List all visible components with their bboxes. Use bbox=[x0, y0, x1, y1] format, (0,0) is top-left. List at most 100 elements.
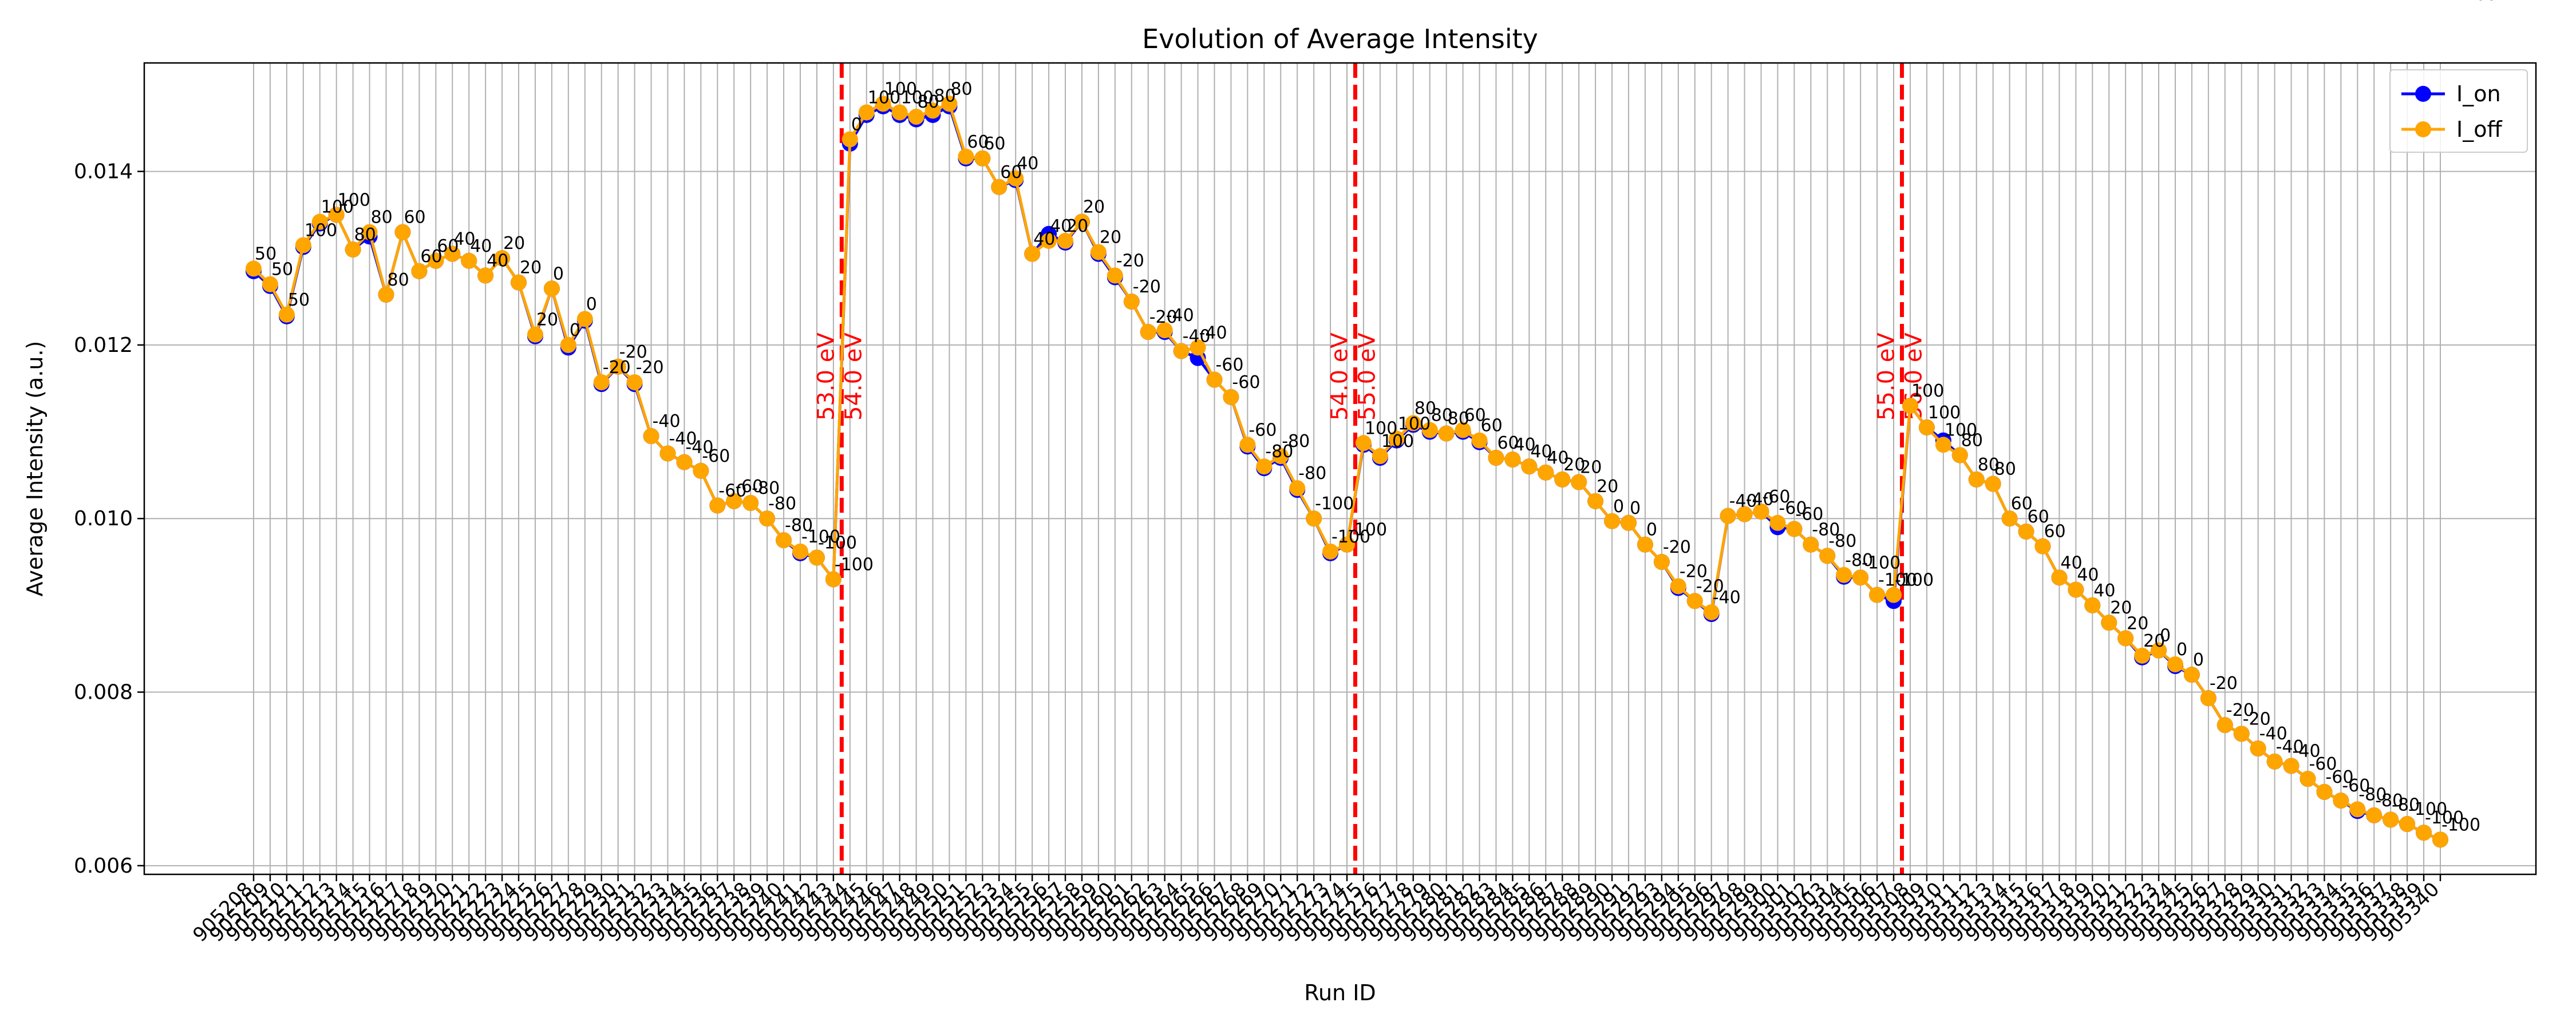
data-point-I_off bbox=[560, 336, 576, 353]
data-label: 0 bbox=[2160, 626, 2171, 646]
data-point-I_off bbox=[891, 104, 908, 121]
data-label: 100 bbox=[1365, 418, 1397, 438]
energy-marker-label: 55.0 eV bbox=[1873, 332, 1899, 421]
data-label: -100 bbox=[1862, 553, 1901, 573]
data-label: 0 bbox=[570, 320, 580, 340]
data-label: -40 bbox=[653, 411, 681, 431]
data-label: -80 bbox=[1845, 550, 1873, 571]
data-label: 100 bbox=[1928, 403, 1961, 423]
data-point-I_off bbox=[2250, 740, 2266, 757]
data-point-I_off bbox=[246, 260, 262, 277]
data-label: 100 bbox=[338, 190, 370, 210]
data-point-I_off bbox=[2084, 597, 2101, 613]
data-point-I_off bbox=[1421, 422, 1438, 438]
data-label: 80 bbox=[1978, 455, 2000, 475]
data-point-I_off bbox=[759, 510, 776, 527]
data-label: -40 bbox=[2293, 741, 2321, 761]
data-point-I_off bbox=[2217, 717, 2233, 734]
data-label: 20 bbox=[1100, 228, 1121, 248]
data-point-I_off bbox=[311, 213, 328, 230]
data-label: -80 bbox=[2358, 785, 2387, 805]
data-point-I_off bbox=[394, 224, 411, 240]
data-label: 100 bbox=[305, 220, 337, 240]
y-tick-label: 0.014 bbox=[74, 160, 133, 184]
data-point-I_off bbox=[2034, 538, 2051, 554]
data-point-I_off bbox=[659, 445, 676, 462]
data-label: 40 bbox=[2060, 553, 2082, 573]
legend: I_on I_off bbox=[2389, 69, 2528, 153]
data-label: -40 bbox=[685, 438, 713, 458]
data-label: -100 bbox=[2425, 808, 2464, 828]
data-label: -60 bbox=[1232, 373, 1260, 393]
data-point-I_off bbox=[858, 104, 875, 121]
data-point-I_off bbox=[792, 543, 808, 560]
data-point-I_off bbox=[2432, 831, 2448, 848]
data-point-I_off bbox=[2117, 630, 2134, 647]
data-point-I_off bbox=[2233, 726, 2250, 742]
data-point-I_off bbox=[1057, 232, 1074, 249]
data-point-I_off bbox=[1239, 437, 1256, 453]
data-point-I_off bbox=[1985, 476, 2001, 492]
data-point-I_off bbox=[2416, 825, 2432, 841]
data-point-I_off bbox=[610, 358, 626, 375]
energy-markers: 53.0 eV 54.0 eV 54.0 eV 55.0 eV 55.0 eV 56.0 … bbox=[813, 63, 1927, 874]
data-point-I_off bbox=[875, 96, 891, 112]
data-point-I_off bbox=[1554, 471, 1571, 488]
data-label: 0 bbox=[2176, 640, 2187, 660]
data-label: -100 bbox=[2408, 799, 2447, 819]
data-point-I_off bbox=[1156, 322, 1173, 339]
data-label: 80 bbox=[918, 92, 939, 112]
data-point-I_off bbox=[1587, 493, 1604, 509]
data-label: -80 bbox=[1282, 431, 1310, 451]
data-label: -20 bbox=[2243, 709, 2271, 729]
data-label: 60 bbox=[2044, 522, 2065, 542]
data-point-I_off bbox=[1355, 435, 1372, 451]
data-label: 60 bbox=[420, 247, 442, 267]
data-point-I_off bbox=[1852, 569, 1869, 586]
data-label: 50 bbox=[288, 290, 310, 310]
data-label: 100 bbox=[884, 79, 917, 99]
data-label: -20 bbox=[1133, 277, 1161, 297]
data-label: 80 bbox=[371, 208, 393, 228]
data-label: 80 bbox=[934, 86, 956, 106]
data-point-I_off bbox=[825, 571, 841, 588]
y-tick-label: 0.010 bbox=[74, 507, 133, 530]
data-label: 80 bbox=[1431, 406, 1453, 426]
data-point-I_off bbox=[776, 532, 792, 549]
x-axis-label: Run ID bbox=[1304, 980, 1376, 1005]
data-point-I_off bbox=[2200, 690, 2217, 707]
data-label: 80 bbox=[1961, 430, 1983, 450]
data-point-I_off bbox=[378, 286, 394, 303]
data-label: 20 bbox=[2110, 598, 2132, 618]
data-point-I_off bbox=[1173, 343, 1190, 359]
legend-label-I_on: I_on bbox=[2456, 81, 2501, 106]
chart-title: Evolution of Average Intensity bbox=[1142, 23, 1538, 54]
data-point-I_off bbox=[941, 96, 958, 112]
data-label: -20 bbox=[603, 358, 631, 378]
data-point-I_off bbox=[494, 250, 511, 267]
data-label: -100 bbox=[2458, 0, 2497, 5]
data-label: -40 bbox=[1746, 490, 1774, 510]
data-point-I_off bbox=[808, 549, 825, 566]
data-point-I_off bbox=[1968, 471, 1985, 488]
y-axis-ticks: 0.006 0.008 0.010 0.012 0.014 bbox=[74, 160, 144, 878]
data-point-I_off bbox=[1670, 578, 1686, 595]
data-point-I_off bbox=[2349, 801, 2366, 818]
data-label: -80 bbox=[1298, 464, 1326, 484]
data-point-I_off bbox=[1653, 554, 1670, 571]
data-label: 40 bbox=[1547, 448, 1568, 468]
data-label: -20 bbox=[1116, 251, 1144, 271]
data-label: 60 bbox=[983, 134, 1005, 154]
data-label: -40 bbox=[1166, 306, 1194, 326]
data-label: -60 bbox=[1215, 355, 1243, 375]
data-label: -40 bbox=[2259, 724, 2287, 744]
data-point-I_off bbox=[1521, 458, 1538, 475]
data-point-I_off bbox=[1306, 510, 1322, 527]
data-point-I_off bbox=[2068, 581, 2084, 598]
data-label: -80 bbox=[752, 478, 780, 498]
data-label: -40 bbox=[1199, 323, 1227, 343]
data-label: 40 bbox=[2077, 565, 2099, 585]
data-label: -100 bbox=[818, 533, 857, 553]
data-point-I_off bbox=[1902, 398, 1918, 414]
data-label: -100 bbox=[835, 554, 874, 575]
